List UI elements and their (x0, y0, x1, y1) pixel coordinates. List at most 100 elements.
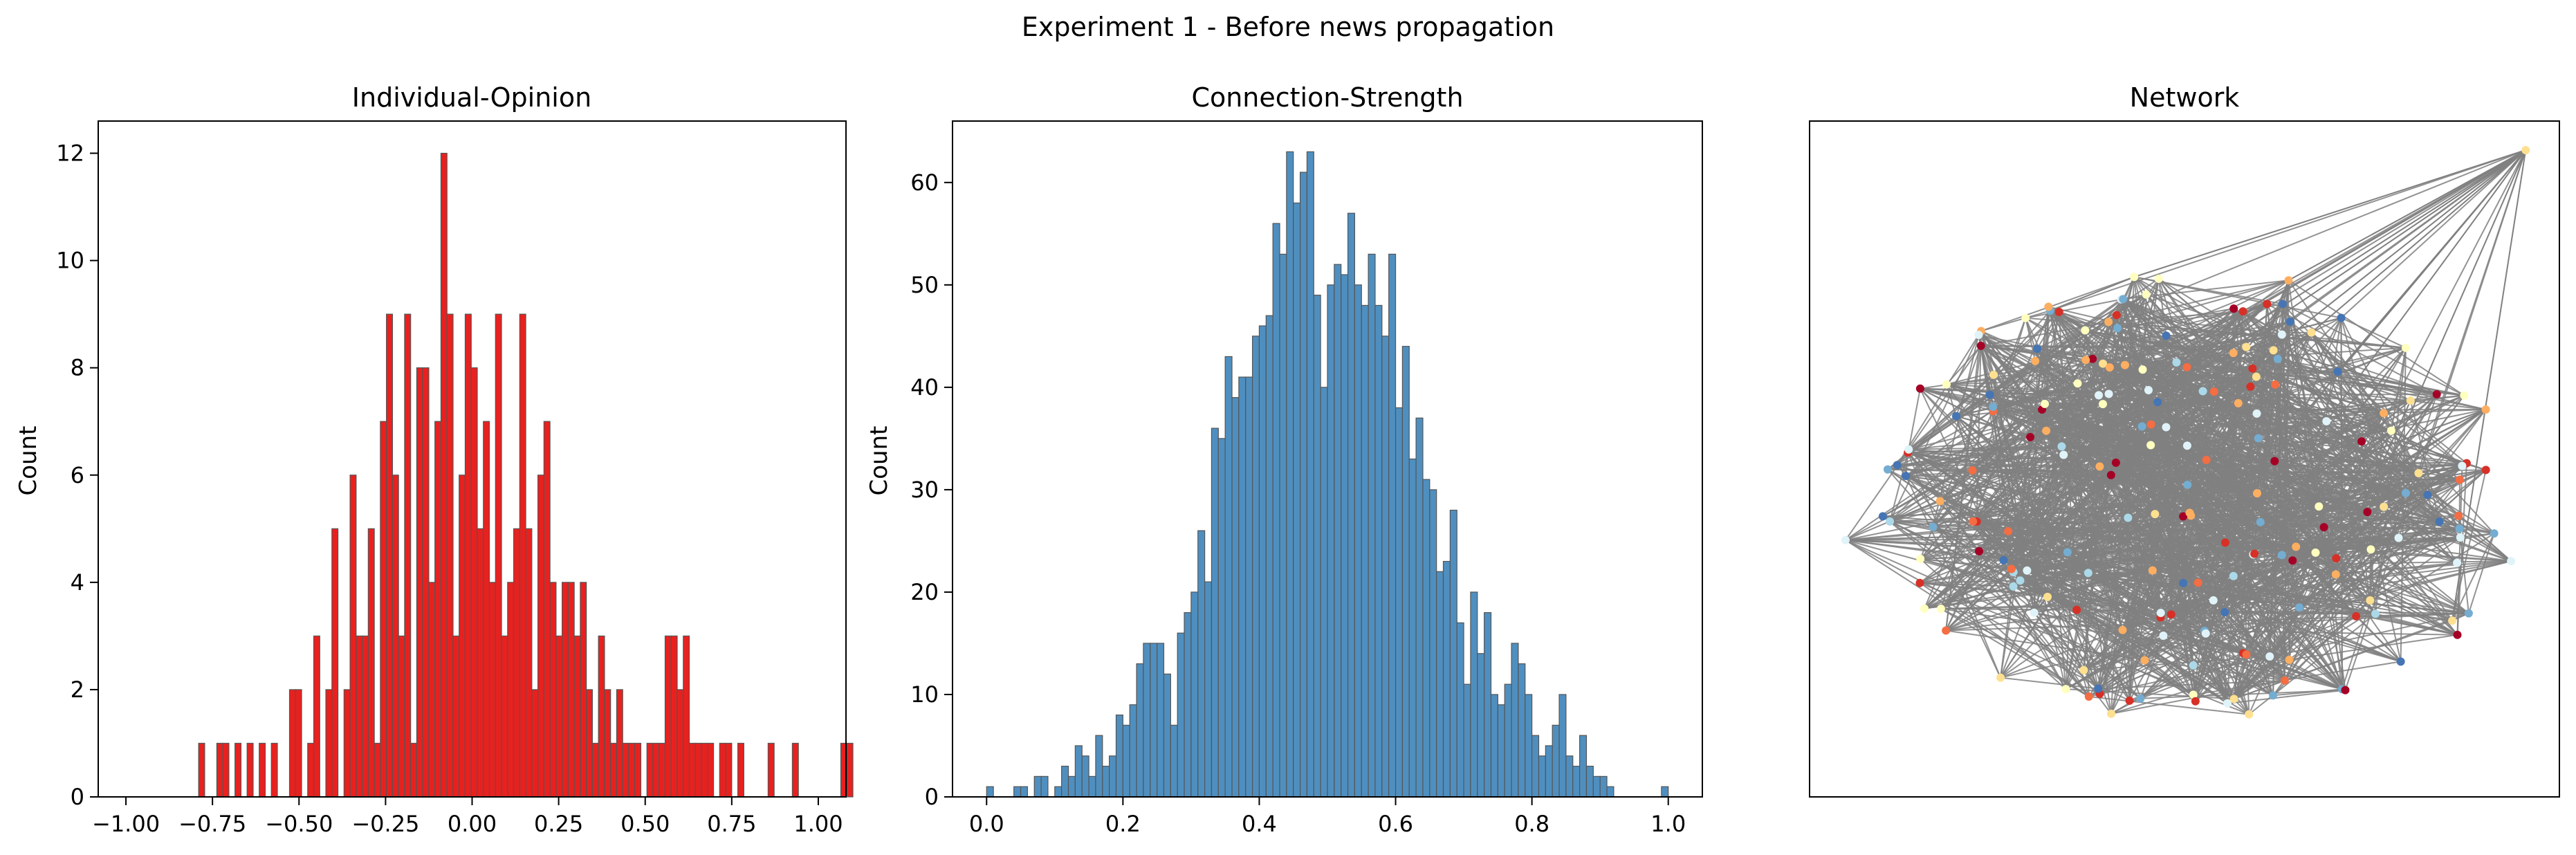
network-edge (1946, 345, 1982, 385)
network-edge (1920, 149, 2526, 560)
p1-bar (1429, 489, 1437, 798)
network-edge (2036, 348, 2188, 486)
network-node (2172, 358, 2181, 367)
p1-bar (1497, 704, 1505, 798)
network-node (2265, 652, 2274, 661)
network-node (2162, 331, 2171, 340)
network-edge (1845, 539, 2090, 697)
network-edge (1887, 468, 2111, 476)
p0-ytick-label: 12 (56, 140, 84, 167)
network-node (2366, 545, 2375, 554)
network-edge (1976, 331, 1982, 522)
p1-bar (1525, 694, 1533, 798)
network-node (2401, 488, 2410, 497)
network-edge (1980, 310, 2051, 332)
network-node (2270, 457, 2279, 466)
network-node (2099, 359, 2108, 368)
p0-bar (549, 582, 557, 798)
p1-ytick-label: 0 (925, 784, 939, 810)
network-edge (2155, 513, 2337, 560)
p1-bar (986, 786, 994, 798)
p0-bar (313, 635, 320, 798)
network-node (2507, 557, 2516, 566)
network-edge (2315, 149, 2527, 553)
network-edge (2047, 390, 2204, 598)
p0-bar (234, 742, 242, 798)
network-node (2182, 362, 2191, 371)
network-edge (2274, 347, 2407, 385)
p1-bar (1463, 683, 1471, 798)
network-node (2234, 398, 2243, 407)
p0-xtick-label: −0.25 (351, 811, 419, 837)
network-edge (2186, 149, 2526, 368)
p1-ytick-label: 40 (910, 374, 939, 401)
p1-bar (1197, 530, 1206, 798)
p0-bar (356, 635, 363, 798)
p0-bar (652, 742, 660, 798)
network-edge (1845, 537, 2399, 541)
p0-bar (270, 742, 278, 798)
network-node (2094, 684, 2103, 693)
network-edge (2326, 149, 2527, 422)
network-edge (2102, 362, 2392, 432)
p1-bar (1361, 304, 1369, 798)
opinion-histogram-y-axis: 0 2 4 6 8 10 12 (56, 140, 98, 810)
p1-ytick-label: 30 (910, 477, 939, 503)
network-node (2073, 379, 2082, 388)
network-node (2252, 372, 2261, 381)
p0-bar (628, 742, 636, 798)
network-edge (2067, 551, 2235, 700)
network-node (2380, 502, 2389, 511)
p0-bar (537, 475, 544, 798)
network-node (2271, 380, 2280, 389)
p1-bar (1286, 151, 1294, 798)
p0-bar (410, 742, 418, 798)
network-node (2432, 389, 2441, 398)
network-node (2007, 564, 2016, 573)
p0-xtick-label: 0.75 (707, 811, 756, 837)
network-node (2456, 533, 2465, 542)
network-node (1999, 555, 2008, 564)
network-node (2146, 420, 2155, 429)
network-node (2490, 529, 2499, 538)
network-edge (2098, 394, 2229, 704)
p1-bar (1033, 775, 1042, 798)
p1-bar (1341, 274, 1349, 798)
p1-bar (1238, 376, 1246, 798)
network-node (2423, 490, 2432, 499)
p0-bar (222, 742, 230, 798)
network-edge (2003, 358, 2279, 561)
network-edge (2133, 276, 2460, 529)
network-panel: Network (1809, 82, 2560, 798)
network-edge (2289, 634, 2458, 661)
network-edge (1972, 445, 2062, 471)
network-node (2118, 625, 2127, 634)
network-edge (2266, 303, 2438, 395)
network-node (2263, 300, 2272, 309)
network-edge (1980, 276, 2135, 332)
p1-bar (1245, 376, 1253, 798)
network-node (2119, 295, 2128, 304)
network-edge (2289, 321, 2337, 575)
p1-bar (1095, 735, 1103, 798)
network-edge (2033, 322, 2110, 614)
network-node (2341, 686, 2350, 695)
network-node (2041, 399, 2050, 408)
p1-ytick-label: 10 (910, 681, 939, 708)
network-node (2198, 387, 2207, 396)
p0-bar (519, 313, 526, 798)
p0-bar (707, 742, 715, 798)
p0-bar (464, 313, 472, 798)
network-edge (2117, 279, 2289, 329)
network-node (2245, 710, 2254, 719)
network-edge (1992, 406, 2399, 539)
p1-bar (1395, 407, 1403, 798)
p1-bar (1204, 581, 1213, 798)
p0-bar (737, 742, 744, 798)
p1-bar (1231, 397, 1240, 798)
p0-bar (507, 582, 515, 798)
network-node (2406, 396, 2415, 405)
p0-bar (325, 689, 333, 798)
p0-bar (386, 313, 393, 798)
network-node (2112, 311, 2121, 320)
